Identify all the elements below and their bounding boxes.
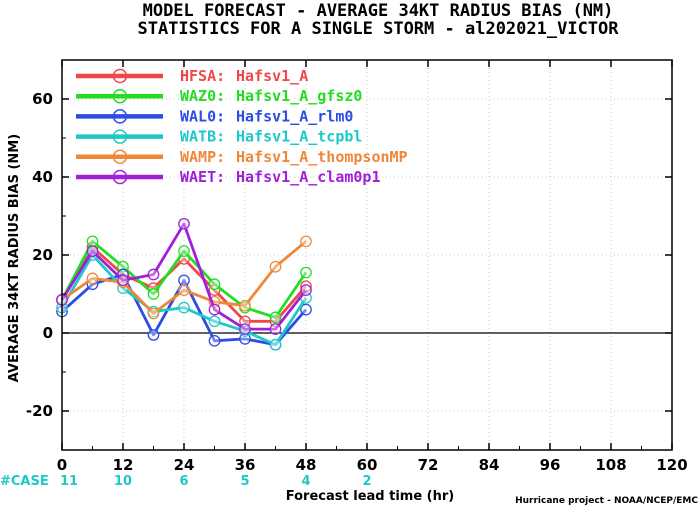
data-point: [178, 217, 190, 230]
y-tick-label: 60: [32, 90, 53, 108]
x-tick-label: 24: [174, 456, 195, 474]
data-point: [178, 284, 190, 296]
chart-title: MODEL FORECAST - AVERAGE 34KT RADIUS BIA…: [143, 1, 614, 21]
data-point: [300, 235, 312, 248]
data-point: [147, 329, 160, 341]
x-tick-label: 60: [357, 456, 378, 474]
legend: HFSA: Hafsv1_A WAZ0: Hafsv1_A_gfsz0 WAL0: Haf…: [76, 67, 408, 186]
case-count: 11: [60, 474, 78, 489]
case-counts: #CASE 11 10 6 5 4 2: [0, 474, 372, 489]
legend-marker: [112, 109, 128, 124]
case-count: 4: [301, 474, 310, 489]
legend-name: WATB:: [180, 128, 225, 146]
y-tick-label: 0: [43, 324, 53, 342]
case-count: 6: [179, 474, 188, 489]
data-point: [147, 307, 160, 320]
data-point: [269, 311, 282, 324]
legend-marker: [112, 68, 128, 84]
case-count: 5: [240, 474, 249, 489]
x-tick-label: 72: [418, 456, 439, 474]
ticks: 0 12 24 36 48 60 72 84 96 108 120 -20 0 20 40 60: [26, 59, 688, 474]
data-point: [147, 288, 160, 300]
x-tick-label: 96: [540, 456, 561, 474]
data-point: [269, 338, 282, 351]
x-axis-label: Forecast lead time (hr): [286, 489, 454, 504]
series-line: [61, 240, 307, 315]
y-tick-label: -20: [26, 402, 53, 420]
y-axis-label: AVERAGE 34KT RADIUS BIAS (NM): [7, 134, 22, 382]
legend-description: Hafsv1_A: [236, 67, 308, 85]
data-point: [269, 323, 282, 335]
data-point: [86, 272, 99, 285]
legend-name: WAET:: [180, 168, 225, 186]
grid: [61, 60, 673, 450]
legend-description: Hafsv1_A_clam0p1: [236, 168, 381, 186]
y-tick-label: 20: [32, 246, 53, 264]
legend-description: Hafsv1_A_rlm0: [236, 107, 353, 125]
credit-text: Hurricane project - NOAA/NCEP/EMC: [515, 496, 698, 506]
legend-name: WAZ0:: [180, 87, 225, 105]
legend-name: HFSA:: [180, 67, 225, 85]
x-tick-label: 108: [595, 456, 626, 474]
data-point: [239, 299, 251, 312]
chart-subtitle: STATISTICS FOR A SINGLE STORM - al202021…: [137, 19, 619, 39]
data-point: [208, 315, 221, 328]
legend-name: WAL0:: [180, 107, 225, 125]
legend-description: Hafsv1_A_gfsz0: [236, 87, 362, 105]
legend-name: WAMP:: [180, 148, 225, 166]
series-line: [60, 245, 308, 323]
data-point: [300, 284, 312, 296]
x-tick-label: 36: [235, 456, 256, 474]
legend-marker: [112, 149, 128, 165]
x-tick-label: 12: [113, 456, 134, 474]
x-tick-label: 120: [656, 456, 687, 474]
x-tick-label: 84: [479, 456, 500, 474]
case-label: #CASE: [0, 474, 49, 489]
data-point: [208, 334, 221, 347]
data-point: [300, 303, 312, 316]
legend-marker: [112, 88, 128, 104]
x-tick-label: 0: [57, 456, 67, 474]
legend-marker: [112, 169, 128, 185]
data-point: [269, 260, 282, 273]
data-point: [208, 278, 221, 291]
legend-marker: [112, 129, 128, 144]
y-tick-label: 40: [32, 168, 53, 186]
data-point: [239, 323, 251, 335]
case-count: 2: [362, 474, 371, 489]
series-line: [60, 239, 308, 319]
series-line: [60, 253, 308, 347]
data-point: [117, 274, 129, 287]
data-point: [208, 303, 221, 316]
data-point: [178, 301, 190, 314]
data-point: [178, 245, 190, 257]
series-line: [60, 222, 308, 331]
data-point: [178, 274, 190, 287]
data-point: [86, 245, 99, 257]
x-tick-label: 48: [296, 456, 317, 474]
series-group: [56, 217, 312, 351]
data-point: [147, 268, 160, 281]
case-count: 10: [114, 474, 132, 489]
data-point: [300, 266, 312, 279]
legend-description: Hafsv1_A_thompsonMP: [236, 148, 408, 166]
legend-description: Hafsv1_A_tcpbl: [236, 128, 362, 146]
data-point: [86, 235, 99, 248]
